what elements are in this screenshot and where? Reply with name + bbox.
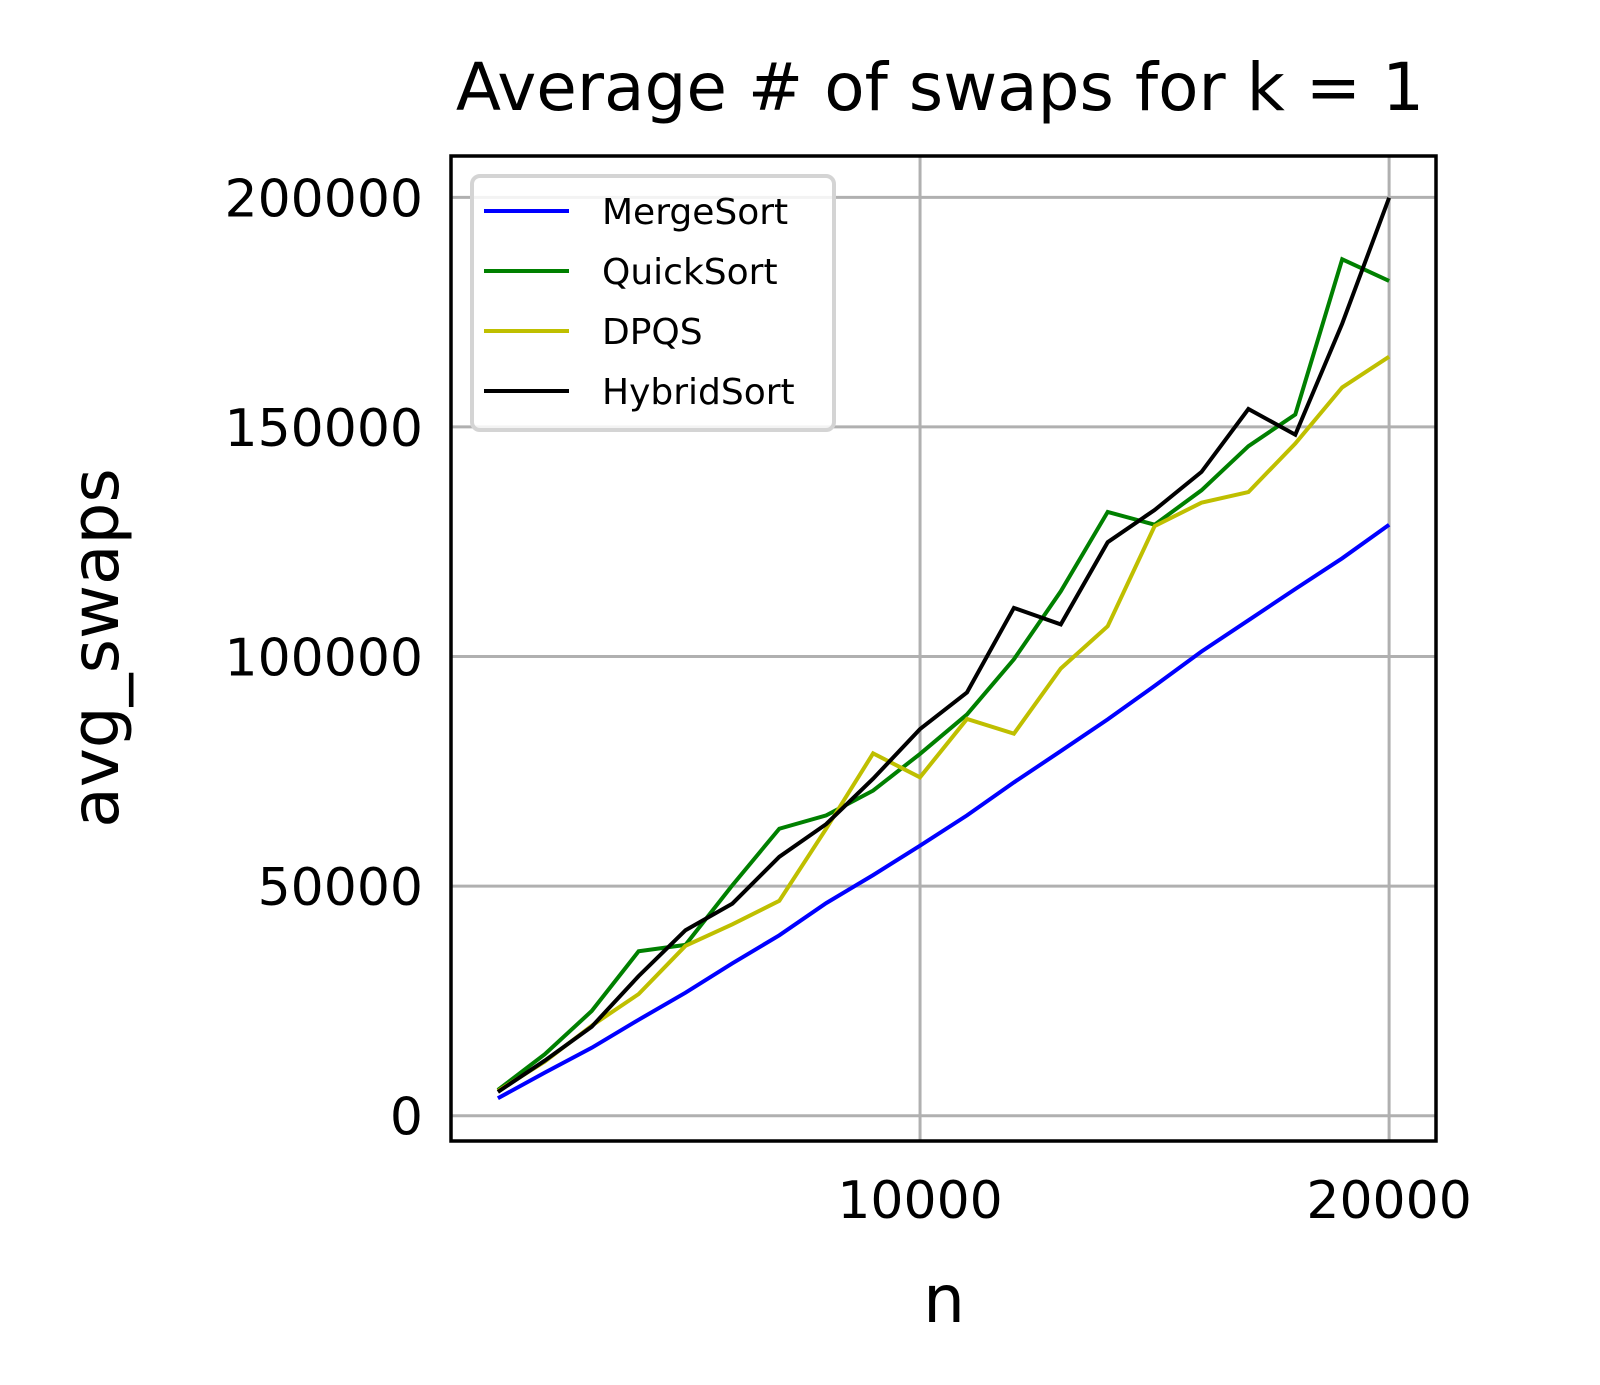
y-tick-label: 100000: [224, 629, 423, 689]
legend-box: [470, 174, 836, 432]
chart-title: Average # of swaps for k = 1: [456, 49, 1424, 126]
legend-label: HybridSort: [602, 372, 795, 413]
legend-label: QuickSort: [602, 252, 778, 293]
series-lines: [496, 197, 1391, 1101]
x-tick-label: 10000: [837, 1171, 1002, 1231]
legend-items: MergeSort QuickSort DPQS HybridSort: [484, 192, 795, 413]
x-axis-label: n: [923, 1261, 965, 1338]
series-line-quicksort: [496, 256, 1390, 1092]
plot-frame: [449, 154, 1438, 1143]
y-tick-label: 50000: [258, 858, 423, 918]
y-axis-label: avg_swaps: [57, 468, 134, 828]
legend-label: DPQS: [602, 312, 703, 353]
series-line-hybridsort: [496, 197, 1391, 1094]
legend: MergeSort QuickSort DPQS HybridSort: [470, 174, 836, 432]
legend-label: MergeSort: [602, 192, 788, 233]
series-line-mergesort: [496, 523, 1391, 1101]
y-tick-label: 0: [390, 1088, 423, 1148]
y-tick-label: 200000: [224, 169, 423, 229]
series-line-dpqs: [496, 355, 1391, 1093]
y-tick-label: 150000: [224, 399, 423, 459]
x-tick-label: 20000: [1306, 1171, 1471, 1231]
